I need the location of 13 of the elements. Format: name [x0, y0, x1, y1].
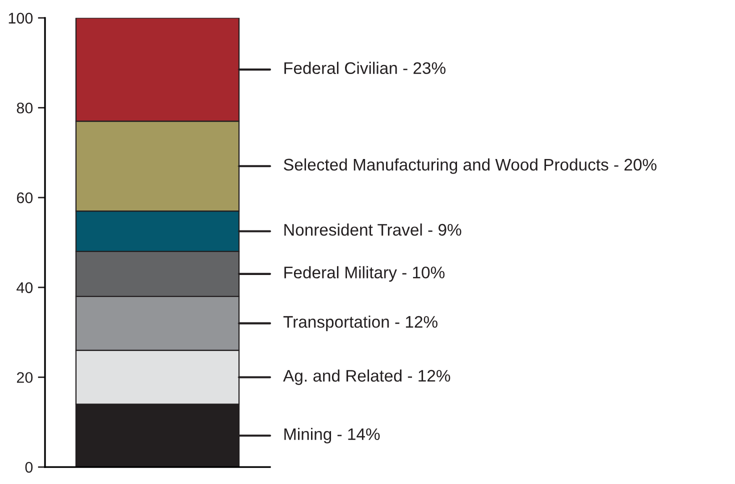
legend-label: Mining - 14%	[284, 428, 380, 444]
legend-label: Ag. and Related - 12%	[283, 369, 450, 385]
legend-label: Federal Military - 10%	[284, 266, 445, 282]
y-tick-label: 40	[16, 282, 33, 294]
legend-label: Nonresident Travel - 9%	[284, 223, 462, 236]
y-tick-label: 0	[25, 462, 33, 473]
y-tick-label: 20	[16, 372, 33, 383]
legend-label: Federal Civilian - 23%	[284, 62, 446, 74]
legend-label: Transportation - 12%	[283, 316, 438, 332]
y-tick-label: 100	[8, 12, 33, 24]
legend-label: Selected Manufacturing and Wood Products - 20%	[284, 158, 656, 174]
y-tick-label: 60	[16, 192, 33, 204]
y-tick-label: 80	[16, 102, 33, 114]
